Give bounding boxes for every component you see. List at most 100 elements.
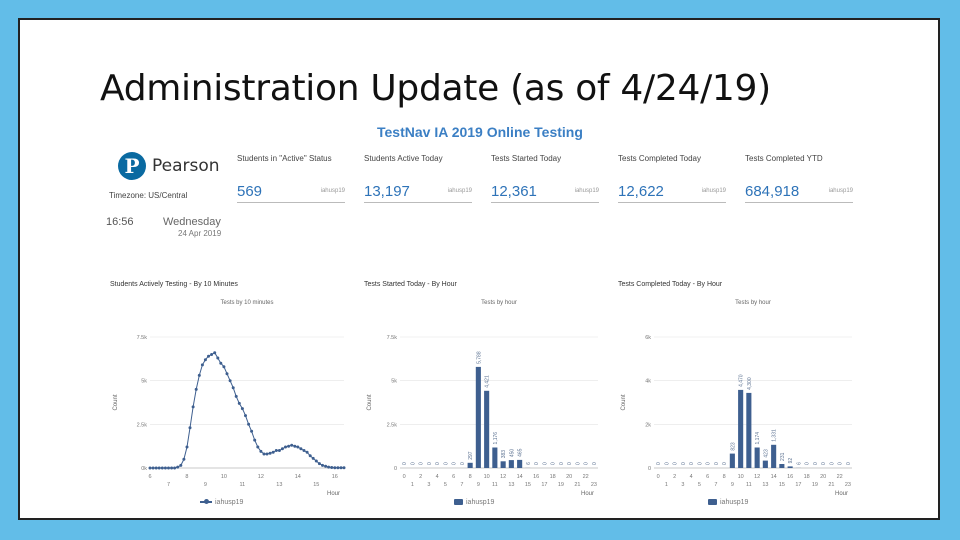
data-point [305,450,309,454]
bar-chart: Tests by hourCountHour02.5k5k7.5k0010203… [367,300,598,495]
x-tick-label: 2 [673,474,676,480]
kpi-range: iahusp19 [447,188,472,194]
y-axis-label: Count [367,394,373,410]
data-point [296,445,300,449]
data-point [194,387,198,391]
x-tick-label: 22 [583,474,589,480]
x-tick-label: 16 [332,474,338,480]
slide-title: Administration Update (as of 4/24/19) [100,68,771,109]
data-label: 0 [846,462,852,465]
data-point [154,466,158,470]
data-label: 423 [763,449,769,458]
x-tick-label: 15 [313,482,319,488]
data-label: 0 [551,462,557,465]
x-axis-label: Hour [327,491,340,495]
data-label: 4,421 [485,375,491,388]
data-point [219,361,223,365]
y-tick-label: 7.5k [137,335,148,341]
chart-legend[interactable]: iahusp19 [454,499,494,506]
x-tick-label: 4 [690,474,693,480]
x-tick-label: 3 [681,482,684,488]
y-axis-label: Count [113,394,119,410]
data-label: 450 [509,449,515,458]
data-point [163,466,167,470]
x-tick-label: 16 [787,474,793,480]
data-point [170,466,174,470]
x-tick-label: 10 [484,474,490,480]
data-point [231,386,235,390]
x-tick-label: 14 [295,474,301,480]
data-point [268,451,272,455]
bar [467,462,473,468]
data-point [197,373,201,377]
data-label: 0 [452,462,458,465]
data-label: 0 [567,462,573,465]
data-label: 0 [838,462,844,465]
data-label: 0 [534,462,540,465]
x-tick-label: 9 [477,482,480,488]
data-point [314,459,318,463]
y-tick-label: 0k [141,466,147,472]
data-point [311,456,315,460]
bar [729,453,735,468]
data-label: 0 [813,462,819,465]
data-point [290,443,294,447]
kpi-range: iahusp19 [320,188,345,194]
bar [762,460,768,468]
legend-swatch-icon [454,499,463,506]
y-tick-label: 4k [645,379,651,385]
panel-title: Tests Completed Today - By Hour [618,281,723,288]
legend-line-icon [200,499,212,505]
x-tick-label: 13 [508,482,514,488]
kpi-value: 12,622 [618,183,664,200]
data-label: 4,470 [739,374,745,387]
data-label: 0 [427,462,433,465]
kpi-label: Students in "Active" Status [237,154,332,163]
kpi-completed-today: Tests Completed Today 12,622 iahusp19 [618,154,726,204]
data-point [250,429,254,433]
x-tick-label: 2 [419,474,422,480]
x-tick-label: 23 [591,482,597,488]
chart-title: Tests by hour [735,300,771,306]
x-axis-label: Hour [835,491,848,495]
x-tick-label: 9 [731,482,734,488]
data-point [188,426,192,430]
data-point [284,445,287,449]
chart-legend[interactable]: iahusp19 [200,499,243,506]
x-tick-label: 4 [436,474,439,480]
x-tick-label: 11 [492,482,498,488]
legend-swatch-icon [708,499,717,506]
x-tick-label: 0 [657,474,660,480]
x-tick-label: 12 [258,474,264,480]
x-tick-label: 1 [665,482,668,488]
x-tick-label: 11 [240,482,246,488]
data-point [330,466,334,469]
y-tick-label: 0 [394,466,397,472]
bar [492,447,498,468]
data-point [265,452,269,456]
x-tick-label: 1 [411,482,414,488]
data-point [200,363,204,367]
data-point [262,452,266,456]
pearson-logo-icon: P [118,152,146,180]
x-tick-label: 13 [276,482,282,488]
x-tick-label: 13 [762,482,768,488]
x-tick-label: 11 [746,482,752,488]
data-label: 0 [575,462,581,465]
legend-label: iahusp19 [720,499,749,506]
x-tick-label: 14 [517,474,523,480]
x-tick-label: 5 [444,482,447,488]
kpi-value: 684,918 [745,183,800,200]
data-label: 0 [805,462,811,465]
data-label: 0 [829,462,835,465]
x-tick-label: 0 [403,474,406,480]
data-point [271,450,275,454]
chart-legend[interactable]: iahusp19 [708,499,748,506]
pearson-logo-text: Pearson [152,156,220,176]
x-tick-label: 20 [820,474,826,480]
y-tick-label: 2.5k [137,422,148,428]
data-point [148,466,152,470]
x-tick-label: 10 [221,474,227,480]
kpi-divider [364,202,472,203]
data-point [333,466,337,470]
